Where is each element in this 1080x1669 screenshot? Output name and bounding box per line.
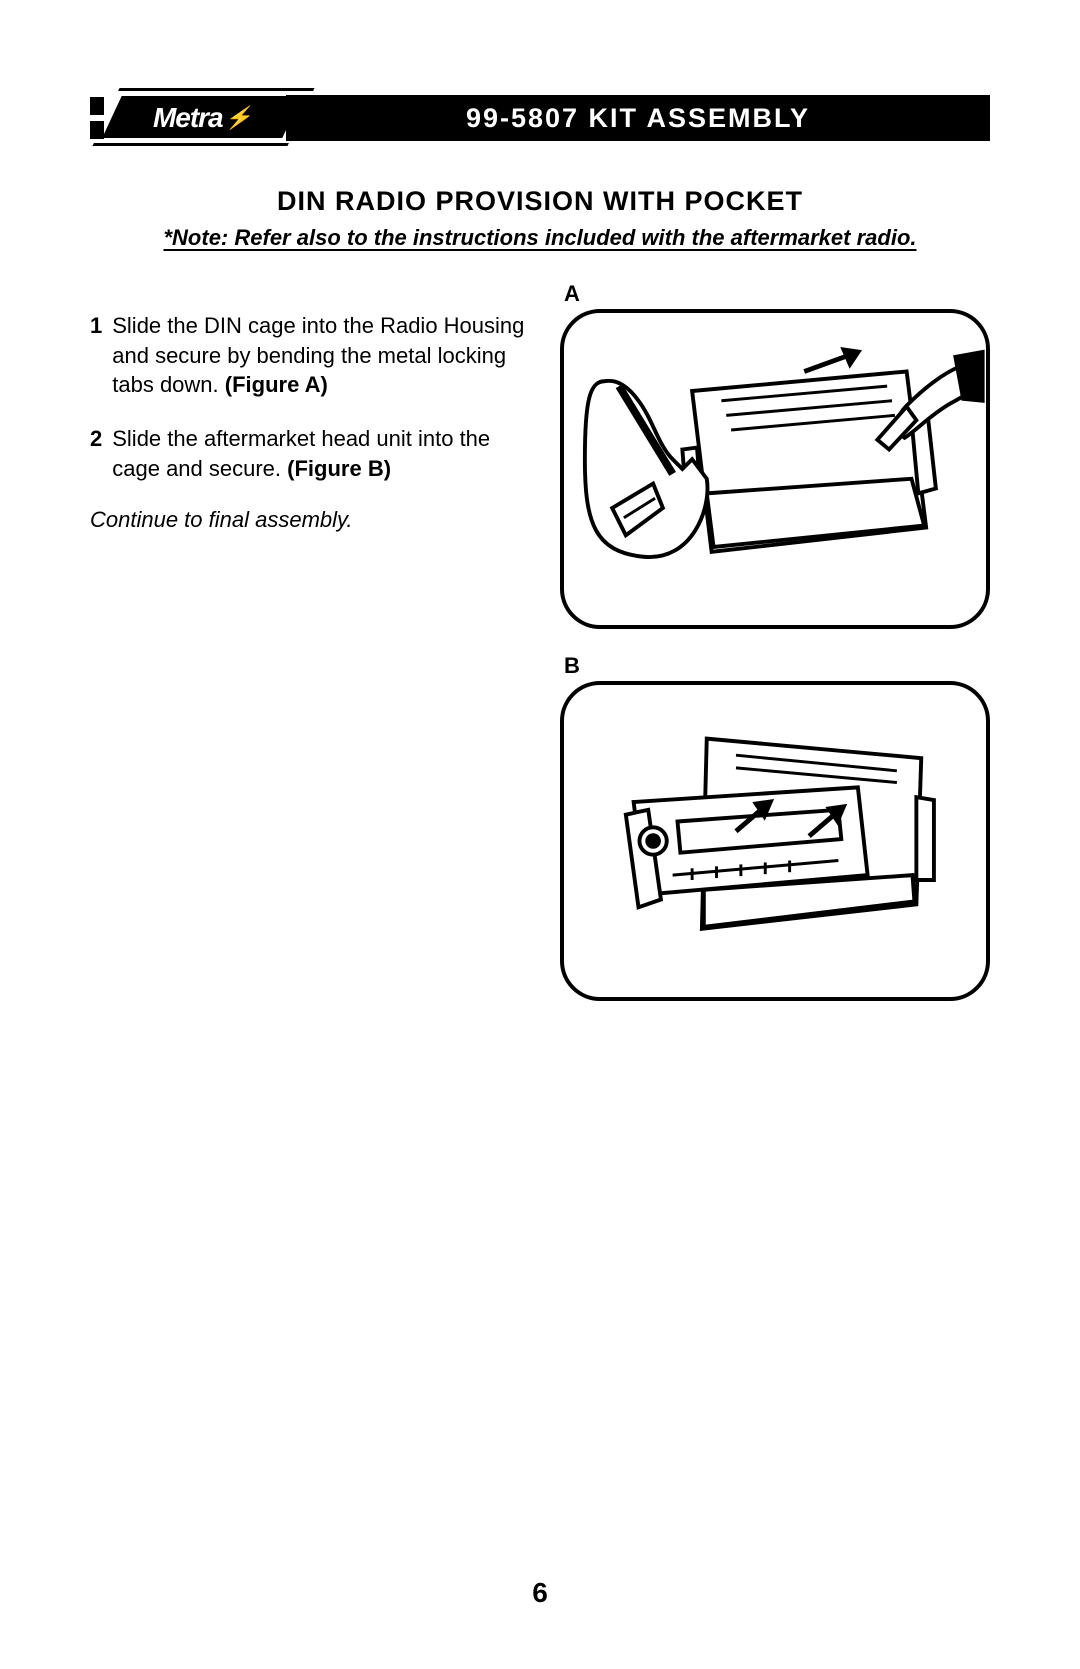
header-bar: Metra⚡ 99-5807 KIT ASSEMBLY: [90, 90, 990, 146]
step-body: Slide the DIN cage into the Radio Housin…: [112, 311, 540, 400]
section-title: DIN RADIO PROVISION WITH POCKET: [90, 186, 990, 217]
content-row: 1 Slide the DIN cage into the Radio Hous…: [90, 281, 990, 1025]
figure-b-box: [560, 681, 990, 1001]
figure-ref: (Figure B): [287, 456, 391, 481]
page-number: 6: [0, 1577, 1080, 1609]
figure-a-illustration-icon: [564, 313, 986, 625]
metra-logo-icon: Metra⚡: [112, 90, 292, 146]
figures-column: A: [560, 281, 990, 1025]
figure-b-label: B: [564, 653, 990, 679]
figure-b-illustration-icon: [564, 685, 986, 997]
logo-block: Metra⚡: [90, 90, 298, 146]
step-number: 2: [90, 424, 102, 483]
title-bar: 99-5807 KIT ASSEMBLY: [286, 95, 990, 141]
figure-a-box: [560, 309, 990, 629]
bolt-icon: ⚡: [225, 105, 251, 131]
steps-column: 1 Slide the DIN cage into the Radio Hous…: [90, 281, 540, 1025]
step-body: Slide the aftermarket head unit into the…: [112, 424, 540, 483]
step-number: 1: [90, 311, 102, 400]
title-bar-text: 99-5807 KIT ASSEMBLY: [466, 103, 810, 134]
figure-a-label: A: [564, 281, 990, 307]
step-item: 1 Slide the DIN cage into the Radio Hous…: [90, 311, 540, 400]
note-line: *Note: Refer also to the instructions in…: [90, 225, 990, 251]
logo-text: Metra⚡: [112, 90, 292, 146]
continue-text: Continue to final assembly.: [90, 507, 540, 533]
figure-ref: (Figure A): [225, 372, 328, 397]
step-item: 2 Slide the aftermarket head unit into t…: [90, 424, 540, 483]
